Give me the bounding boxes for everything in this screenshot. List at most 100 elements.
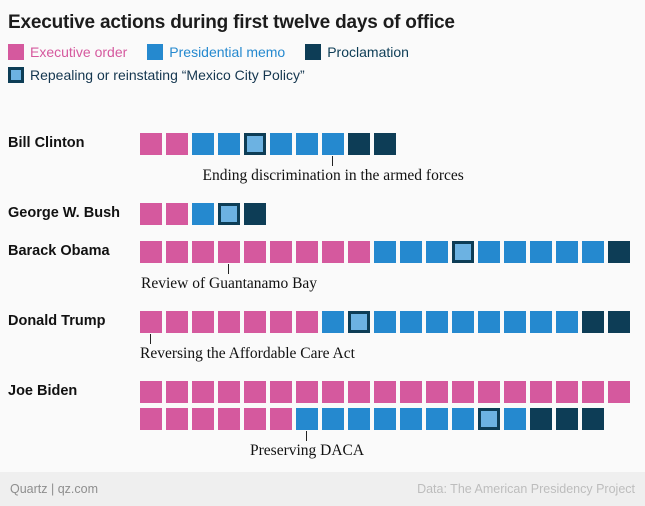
action-square-memo xyxy=(504,240,526,263)
action-square-memo xyxy=(478,240,500,263)
proclamation-swatch xyxy=(305,43,322,60)
action-square-eo xyxy=(192,310,214,333)
action-square-eo xyxy=(166,380,188,403)
action-square-eo xyxy=(608,380,630,403)
action-square-memo xyxy=(426,240,448,263)
chart-title: Executive actions during first twelve da… xyxy=(8,12,455,33)
action-square-mexico-city xyxy=(478,407,500,430)
action-square-memo xyxy=(322,407,344,430)
president-row: Barack Obama Review of Guantanamo Bay xyxy=(0,240,645,295)
action-square-eo xyxy=(374,380,396,403)
legend: Executive order Presidential memo Procla… xyxy=(8,43,645,83)
action-square-proc xyxy=(556,407,578,430)
action-square-mexico-city xyxy=(218,202,240,225)
legend-line-2: Repealing or reinstating “Mexico City Po… xyxy=(8,66,645,83)
annotation: Ending discrimination in the armed force… xyxy=(140,155,645,187)
action-square-eo xyxy=(270,407,292,430)
action-square-eo xyxy=(244,310,266,333)
action-square-eo xyxy=(166,202,188,225)
action-square-eo xyxy=(478,380,500,403)
action-square-eo xyxy=(140,380,162,403)
annotation-line xyxy=(306,430,307,441)
action-square-eo xyxy=(270,310,292,333)
action-square-proc xyxy=(348,132,370,155)
legend-label-presidential-memo: Presidential memo xyxy=(169,43,286,60)
action-square-memo xyxy=(504,310,526,333)
action-square-memo xyxy=(582,240,604,263)
legend-label-mexico-city: Repealing or reinstating “Mexico City Po… xyxy=(30,66,305,83)
action-square-eo xyxy=(530,380,552,403)
action-square-eo xyxy=(296,240,318,263)
action-square-eo xyxy=(166,240,188,263)
action-square-memo xyxy=(504,407,526,430)
action-square-eo xyxy=(166,407,188,430)
president-row: Joe Biden Preserving DACA xyxy=(0,380,645,462)
action-square-memo xyxy=(192,202,214,225)
action-square-eo xyxy=(296,310,318,333)
president-label: Bill Clinton xyxy=(8,134,85,151)
action-square-eo xyxy=(270,240,292,263)
action-square-eo xyxy=(556,380,578,403)
action-square-eo xyxy=(426,380,448,403)
action-square-eo xyxy=(348,380,370,403)
annotation-text: Review of Guantanamo Bay xyxy=(141,274,318,292)
action-squares xyxy=(140,380,645,430)
annotation-text: Reversing the Affordable Care Act xyxy=(140,344,355,362)
president-row: Bill Clinton Ending discrimination in the… xyxy=(0,132,645,187)
action-square-memo xyxy=(296,132,318,155)
president-row: Donald Trump Reversing the Affordable Car… xyxy=(0,310,645,365)
action-square-eo xyxy=(192,240,214,263)
action-square-eo xyxy=(452,380,474,403)
action-square-mexico-city xyxy=(452,240,474,263)
action-square-eo xyxy=(582,380,604,403)
action-square-eo xyxy=(140,132,162,155)
action-square-proc xyxy=(244,202,266,225)
action-squares xyxy=(140,310,645,333)
action-square-memo xyxy=(270,132,292,155)
action-square-eo xyxy=(218,240,240,263)
president-label: Donald Trump xyxy=(8,312,106,329)
action-square-proc xyxy=(582,310,604,333)
action-square-memo xyxy=(400,240,422,263)
action-square-eo xyxy=(140,310,162,333)
action-square-memo xyxy=(452,310,474,333)
annotation-line xyxy=(150,333,151,344)
legend-item-proclamation: Proclamation xyxy=(305,43,409,60)
action-square-eo xyxy=(140,240,162,263)
action-square-memo xyxy=(426,407,448,430)
annotation: Review of Guantanamo Bay xyxy=(140,263,645,295)
legend-line-1: Executive order Presidential memo Procla… xyxy=(8,43,645,60)
action-square-eo xyxy=(192,407,214,430)
action-square-eo xyxy=(322,380,344,403)
action-square-eo xyxy=(218,310,240,333)
data-source: Data: The American Presidency Project xyxy=(417,482,635,496)
mexico-city-swatch xyxy=(8,66,24,83)
action-square-mexico-city xyxy=(348,310,370,333)
presidential-memo-swatch xyxy=(147,43,164,60)
annotation: Reversing the Affordable Care Act xyxy=(140,333,645,365)
action-square-proc xyxy=(608,310,630,333)
chart-rows: Bill Clinton Ending discrimination in the… xyxy=(0,132,645,462)
annotation-line xyxy=(332,155,333,166)
action-square-eo xyxy=(244,240,266,263)
action-square-memo xyxy=(192,132,214,155)
action-square-eo xyxy=(192,380,214,403)
footer: Quartz | qz.com Data: The American Presi… xyxy=(0,472,645,506)
action-square-memo xyxy=(556,240,578,263)
action-square-memo xyxy=(296,407,318,430)
action-square-memo xyxy=(322,310,344,333)
action-square-eo xyxy=(244,407,266,430)
action-square-eo xyxy=(218,407,240,430)
action-square-eo xyxy=(166,310,188,333)
annotation-text: Preserving DACA xyxy=(250,441,365,459)
action-square-memo xyxy=(374,240,396,263)
action-square-eo xyxy=(140,202,162,225)
action-square-memo xyxy=(400,407,422,430)
president-label: Joe Biden xyxy=(8,382,78,399)
annotation-text: Ending discrimination in the armed force… xyxy=(202,166,464,184)
action-square-memo xyxy=(400,310,422,333)
legend-item-executive-order: Executive order xyxy=(8,43,127,60)
annotation-line xyxy=(228,263,229,274)
action-square-memo xyxy=(374,310,396,333)
